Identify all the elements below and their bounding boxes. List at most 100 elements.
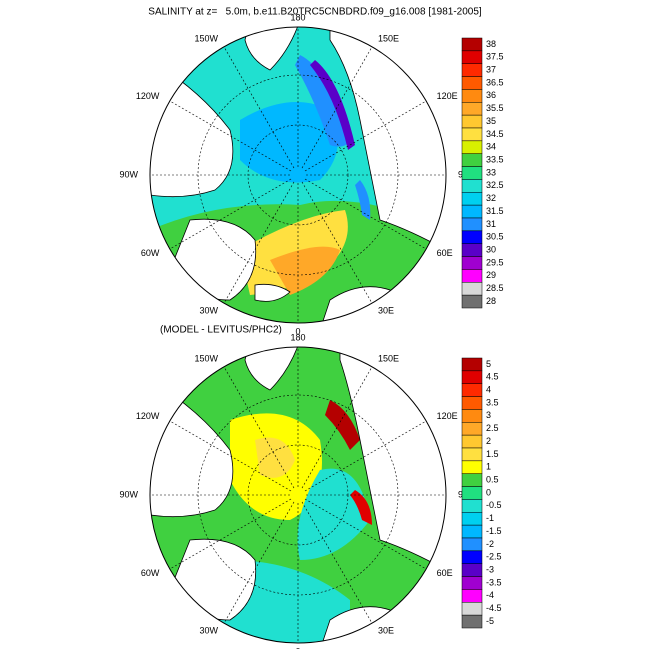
meridian (304, 498, 427, 570)
longitude-label: 180 (290, 332, 305, 342)
meridian (223, 181, 295, 304)
colorbar-label: 33.5 (486, 155, 504, 165)
colorbar-label: 34 (486, 142, 496, 152)
longitude-label: 180 (290, 12, 305, 22)
meridian (223, 501, 295, 624)
colorbar-label: 32 (486, 193, 496, 203)
meridian (301, 181, 373, 304)
colorbar-box (461, 396, 483, 410)
meridian (169, 498, 292, 570)
longitude-label: 150W (194, 353, 218, 363)
colorbar-label: -2 (486, 539, 494, 549)
colorbar-box (461, 217, 483, 232)
colorbar-box (461, 166, 483, 180)
colorbar-box (461, 447, 483, 462)
colorbar-label: 29.5 (486, 257, 504, 267)
colorbar-label: -4 (486, 590, 494, 600)
colorbar-box (461, 614, 483, 629)
colorbar-box (461, 243, 483, 257)
colorbar-label: 28.5 (486, 283, 504, 293)
colorbar-label: 32.5 (486, 180, 504, 190)
colorbar-box (461, 114, 483, 129)
colorbar-box (461, 179, 483, 193)
longitude-label: 30W (199, 625, 218, 635)
colorbar-box (461, 102, 483, 116)
meridian (223, 366, 295, 489)
colorbar-box (461, 460, 483, 474)
colorbar-label: -4.5 (486, 603, 502, 613)
colorbar-box (461, 76, 483, 90)
colorbar-label: 35 (486, 116, 496, 126)
longitude-label: 60W (141, 568, 160, 578)
colorbar-label: 33 (486, 167, 496, 177)
colorbar-label: 31 (486, 219, 496, 229)
colorbar-box (461, 422, 483, 436)
colorbar-box (461, 50, 483, 64)
meridian (169, 420, 292, 492)
colorbar-box (461, 602, 483, 616)
colorbar-box (461, 140, 483, 154)
meridian (301, 501, 373, 624)
colorbar-label: -3 (486, 565, 494, 575)
colorbar-box (461, 256, 483, 270)
longitude-label: 90W (119, 489, 138, 499)
panel-title: SALINITY at z= 5.0m, b.e11.B20TRC5CNBDRD… (148, 7, 482, 18)
colorbar-label: -1.5 (486, 526, 502, 536)
colorbar-box (461, 409, 483, 423)
longitude-label: 120E (437, 411, 458, 421)
colorbar-box (461, 89, 483, 103)
colorbar-box (461, 512, 483, 526)
colorbar-box (461, 524, 483, 539)
colorbar-box (461, 294, 483, 309)
colorbar-label: -1 (486, 513, 494, 523)
longitude-label: 120E (437, 91, 458, 101)
colorbar-box (461, 499, 483, 513)
colorbar-label: 0 (486, 487, 491, 497)
colorbar-box (461, 434, 483, 449)
meridian (304, 420, 427, 492)
colorbar-label: 28 (486, 296, 496, 306)
longitude-label: 60E (437, 248, 453, 258)
colorbar-box (461, 230, 483, 244)
colorbar-box (461, 192, 483, 206)
colorbar-label: 29 (486, 270, 496, 280)
colorbar-label: -5 (486, 616, 494, 626)
colorbar-box (461, 63, 483, 77)
longitude-label: 120W (136, 91, 160, 101)
colorbar-label: 3 (486, 410, 491, 420)
colorbar-label: 37.5 (486, 52, 504, 62)
longitude-label: 30W (199, 305, 218, 315)
meridian (301, 46, 373, 169)
colorbar-label: 38 (486, 39, 496, 49)
colorbar-label: -3.5 (486, 577, 502, 587)
colorbar-box (461, 473, 483, 487)
colorbar-label: 37 (486, 65, 496, 75)
colorbar-label: 1.5 (486, 449, 499, 459)
colorbar-label: 2 (486, 436, 491, 446)
longitude-label: 150W (194, 33, 218, 43)
difference-map (150, 347, 446, 643)
longitude-label: 150E (378, 33, 399, 43)
meridian (169, 178, 292, 250)
colorbar-box (461, 550, 483, 564)
colorbar-label: 30 (486, 245, 496, 255)
colorbar-label: -0.5 (486, 500, 502, 510)
colorbar-box (461, 37, 483, 52)
colorbar-label: 36 (486, 90, 496, 100)
colorbar-box (461, 383, 483, 397)
panel-title: (MODEL - LEVITUS/PHC2) (160, 325, 282, 336)
colorbar-box (461, 127, 483, 142)
colorbar-label: 0.5 (486, 475, 499, 485)
colorbar-box (461, 589, 483, 603)
colorbar-box (461, 153, 483, 167)
colorbar-box (461, 204, 483, 219)
colorbar-box (461, 370, 483, 384)
meridian (304, 100, 427, 172)
colorbar-label: 1 (486, 462, 491, 472)
colorbar-box (461, 537, 483, 552)
meridian (169, 100, 292, 172)
meridian (304, 178, 427, 250)
longitude-label: 30E (378, 625, 394, 635)
colorbar-box (461, 486, 483, 500)
